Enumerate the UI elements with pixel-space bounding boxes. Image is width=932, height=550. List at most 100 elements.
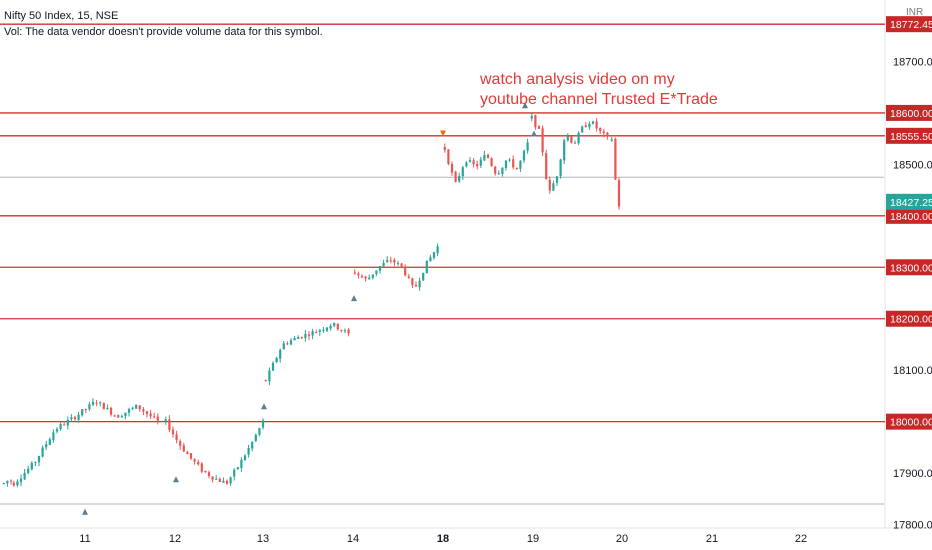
candle-body: [127, 409, 131, 413]
candle-body: [41, 447, 44, 457]
candle-body: [465, 162, 468, 167]
candle-body: [322, 329, 325, 331]
candle-body: [422, 272, 425, 281]
candle-body: [371, 274, 374, 278]
candle-body: [268, 370, 271, 382]
candle-body: [225, 480, 229, 484]
candle-body: [497, 173, 500, 175]
price-tick-label: 18500.00: [893, 159, 932, 171]
candle-body: [27, 468, 30, 474]
candle-body: [515, 167, 518, 170]
candle-body: [425, 260, 428, 274]
candle-body: [16, 481, 19, 486]
level-price-label: 18300.00: [890, 262, 932, 274]
candle-body: [522, 150, 526, 161]
candle-body: [9, 480, 13, 482]
buy-marker: [173, 476, 179, 483]
candle-body: [254, 434, 257, 441]
candle-body: [236, 467, 239, 470]
candle-body: [156, 416, 159, 421]
candle-body: [386, 260, 389, 262]
time-tick-label: 11: [79, 533, 90, 545]
candle-body: [577, 132, 580, 144]
candle-body: [566, 136, 569, 141]
time-tick-label: 18: [437, 533, 449, 545]
time-tick-label: 13: [257, 533, 269, 545]
level-price-label: 18200.00: [890, 314, 932, 326]
candle-body: [55, 428, 59, 432]
candle-body: [325, 327, 329, 331]
candle-body: [599, 127, 602, 132]
candle-body: [197, 462, 200, 465]
candle-body: [168, 419, 171, 430]
level-price-tag: [886, 207, 932, 224]
candle-body: [91, 401, 95, 405]
candle-body: [584, 125, 587, 128]
candle-body: [588, 123, 591, 128]
candle-body: [109, 407, 113, 415]
candle-body: [182, 445, 185, 452]
candle-body: [458, 175, 461, 182]
candle-body: [149, 413, 152, 417]
level-price-tag: [886, 127, 932, 144]
candle-body: [81, 409, 84, 416]
candle-body: [247, 448, 250, 455]
candle-body: [211, 476, 214, 480]
candle-body: [99, 402, 102, 404]
level-price-label: 18600.00: [890, 108, 932, 120]
candle-body: [37, 456, 41, 463]
candle-body: [315, 332, 318, 334]
candle-body: [606, 132, 609, 137]
buy-marker: [531, 130, 537, 137]
candle-body: [297, 337, 300, 339]
candle-body: [591, 121, 595, 124]
candle-body: [555, 176, 559, 183]
sell-marker: [440, 130, 446, 137]
candle-body: [131, 407, 134, 409]
candle-body: [63, 424, 66, 426]
candle-body: [476, 164, 479, 167]
candle-body: [501, 167, 504, 175]
candle-body: [293, 337, 296, 341]
candle-body: [393, 259, 396, 263]
candle-body: [30, 462, 33, 470]
candle-body: [207, 472, 211, 477]
candle-body: [360, 275, 364, 278]
candle-body: [468, 160, 472, 162]
candle-body: [222, 480, 225, 483]
candle-body: [364, 276, 367, 279]
candle-body: [610, 139, 613, 141]
candle-body: [251, 441, 254, 449]
candle-body: [411, 278, 414, 286]
price-tick-label: 18100.00: [893, 365, 932, 377]
candle-body: [336, 323, 339, 330]
annotation-line-2: youtube channel Trusted E*Trade: [480, 91, 718, 108]
candle-body: [404, 266, 407, 276]
candle-body: [279, 349, 282, 359]
annotation-line-1: watch analysis video on my: [479, 71, 675, 88]
candle-body: [138, 405, 141, 410]
candle-body: [534, 115, 537, 128]
candle-body: [23, 472, 26, 480]
candle-body: [382, 262, 385, 267]
candle-body: [66, 419, 69, 426]
symbol-title: Nifty 50 Index, 15, NSE: [4, 10, 119, 22]
candle-body: [340, 330, 343, 332]
candle-body: [229, 477, 232, 484]
candle-body: [171, 429, 175, 435]
price-tick-label: 17900.00: [893, 468, 932, 480]
candle-body: [595, 121, 598, 129]
candle-body: [447, 149, 450, 164]
level-price-tag: [886, 413, 932, 430]
candle-body: [95, 402, 98, 404]
candle-body: [368, 277, 371, 280]
candle-body: [215, 478, 218, 480]
candle-body: [530, 116, 533, 119]
candle-body: [307, 334, 311, 337]
candle-body: [418, 280, 421, 288]
candle-body: [193, 459, 196, 462]
candle-body: [389, 260, 392, 262]
candle-body: [581, 126, 584, 133]
level-price-label: 18555.50: [890, 131, 932, 143]
